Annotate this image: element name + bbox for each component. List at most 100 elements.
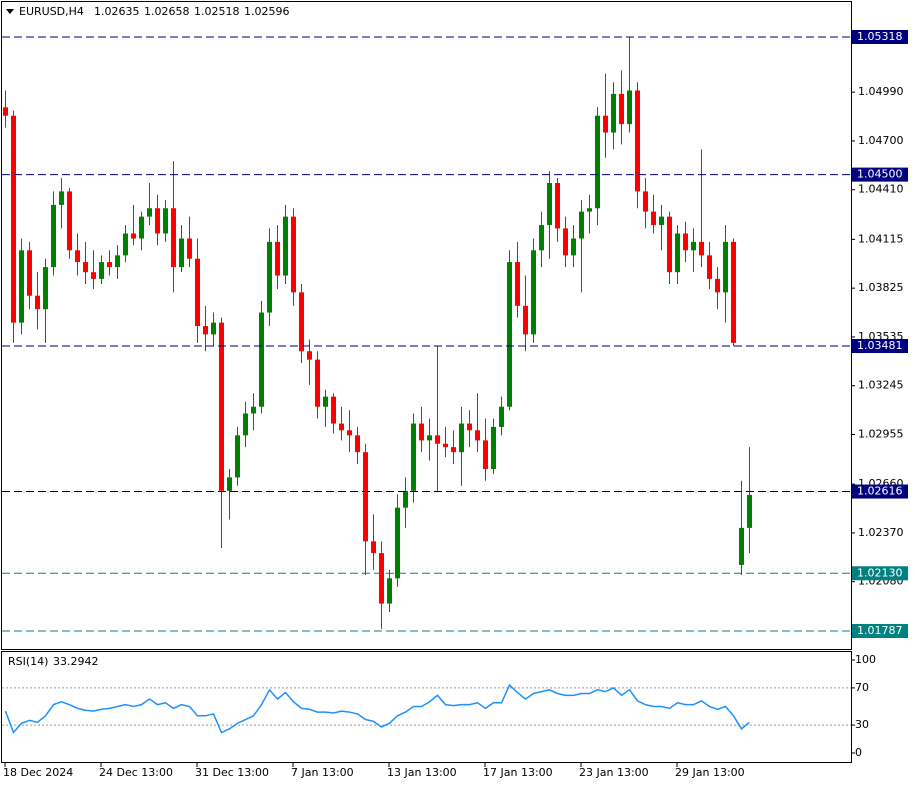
y-tick-label: 1.03825 bbox=[858, 281, 904, 294]
candle-body bbox=[531, 250, 536, 335]
candle-body bbox=[211, 322, 216, 335]
candle-body bbox=[515, 262, 520, 306]
y-tick-label: 1.03245 bbox=[858, 379, 904, 392]
main-panel-border bbox=[1, 1, 852, 650]
candle-body bbox=[603, 115, 608, 133]
candle-body bbox=[523, 305, 528, 335]
header-value: 1.02635 bbox=[94, 5, 140, 18]
candle-body bbox=[27, 250, 32, 296]
candle-body bbox=[699, 241, 704, 256]
candle-body bbox=[307, 351, 312, 360]
candle-body bbox=[347, 430, 352, 436]
candle-body bbox=[627, 90, 632, 125]
rsi-tick-label: 0 bbox=[855, 746, 862, 759]
candle-body bbox=[11, 115, 16, 323]
candle-body bbox=[59, 191, 64, 205]
rsi-tick-label: 30 bbox=[855, 718, 869, 731]
candle-body bbox=[675, 233, 680, 273]
candle-body bbox=[595, 115, 600, 209]
candle-body bbox=[683, 233, 688, 251]
header-value: 1.02596 bbox=[244, 5, 290, 18]
candle-body bbox=[219, 322, 224, 491]
x-tick-label: 7 Jan 13:00 bbox=[291, 766, 354, 779]
candle-body bbox=[747, 494, 752, 528]
candle-body bbox=[435, 435, 440, 444]
candle-body bbox=[123, 233, 128, 256]
candle-body bbox=[115, 255, 120, 268]
y-tick-label: 1.02955 bbox=[858, 428, 904, 441]
x-tick-label: 31 Dec 13:00 bbox=[195, 766, 269, 779]
candle-body bbox=[187, 238, 192, 259]
x-tick-label: 17 Jan 13:00 bbox=[483, 766, 553, 779]
candle-body bbox=[395, 507, 400, 579]
candle-body bbox=[291, 216, 296, 293]
x-tick-label: 24 Dec 13:00 bbox=[99, 766, 173, 779]
candle-body bbox=[179, 238, 184, 268]
candle-body bbox=[43, 267, 48, 310]
candle-body bbox=[107, 262, 112, 268]
candle-body bbox=[299, 292, 304, 352]
candle-body bbox=[131, 233, 136, 239]
rsi-tick-label: 100 bbox=[855, 653, 876, 666]
candle-body bbox=[259, 312, 264, 407]
price-level-label: 1.04500 bbox=[857, 168, 903, 181]
y-tick-label: 1.04410 bbox=[858, 183, 904, 196]
candle-body bbox=[579, 211, 584, 239]
price-level-badge bbox=[852, 29, 908, 44]
candle-body bbox=[547, 183, 552, 226]
candle-body bbox=[459, 423, 464, 453]
rsi-last: 33.2942 bbox=[53, 655, 99, 668]
rsi-panel-border bbox=[1, 651, 852, 763]
x-tick-label: 13 Jan 13:00 bbox=[387, 766, 457, 779]
x-tick-label: 29 Jan 13:00 bbox=[675, 766, 745, 779]
candle-body bbox=[643, 191, 648, 212]
candle-body bbox=[619, 93, 624, 125]
candle-body bbox=[387, 578, 392, 604]
candle-body bbox=[611, 93, 616, 133]
candle-body bbox=[491, 426, 496, 469]
rsi-tick-label: 70 bbox=[855, 681, 869, 694]
candle-body bbox=[427, 435, 432, 441]
candle-body bbox=[171, 208, 176, 268]
candle-body bbox=[331, 396, 336, 424]
candle-body bbox=[19, 250, 24, 323]
candle-body bbox=[339, 423, 344, 431]
candle-body bbox=[51, 204, 56, 268]
y-tick-label: 1.04990 bbox=[858, 85, 904, 98]
candle-body bbox=[587, 208, 592, 212]
header-value: 1.02658 bbox=[144, 5, 190, 18]
candle-body bbox=[443, 443, 448, 448]
price-level-badge bbox=[852, 167, 908, 182]
candle-body bbox=[563, 228, 568, 256]
price-level-badge bbox=[852, 484, 908, 499]
rsi-name: RSI(14) bbox=[8, 655, 48, 668]
candle-body bbox=[467, 423, 472, 431]
candle-body bbox=[667, 216, 672, 273]
candle-body bbox=[67, 191, 72, 251]
x-tick-label: 18 Dec 2024 bbox=[3, 766, 73, 779]
candle-body bbox=[99, 262, 104, 279]
candle-body bbox=[3, 107, 8, 116]
price-level-badge bbox=[852, 566, 908, 581]
header-value: 1.02518 bbox=[194, 5, 240, 18]
candle-body bbox=[691, 241, 696, 251]
candle-body bbox=[283, 216, 288, 276]
symbol: EURUSD,H4 bbox=[19, 5, 84, 18]
candle-body bbox=[355, 435, 360, 453]
candle-body bbox=[267, 241, 272, 313]
rsi-line bbox=[4, 683, 750, 734]
price-level-label: 1.02130 bbox=[857, 566, 903, 579]
price-level-badge bbox=[852, 339, 908, 354]
candle-body bbox=[315, 359, 320, 407]
price-level-label: 1.02616 bbox=[857, 485, 903, 498]
candle-body bbox=[163, 208, 168, 234]
candle-body bbox=[371, 541, 376, 554]
candle-body bbox=[203, 326, 208, 335]
candle-body bbox=[419, 423, 424, 441]
menu-triangle[interactable] bbox=[6, 9, 14, 14]
candle-body bbox=[659, 216, 664, 226]
candle-body bbox=[83, 262, 88, 273]
candle-body bbox=[571, 238, 576, 256]
